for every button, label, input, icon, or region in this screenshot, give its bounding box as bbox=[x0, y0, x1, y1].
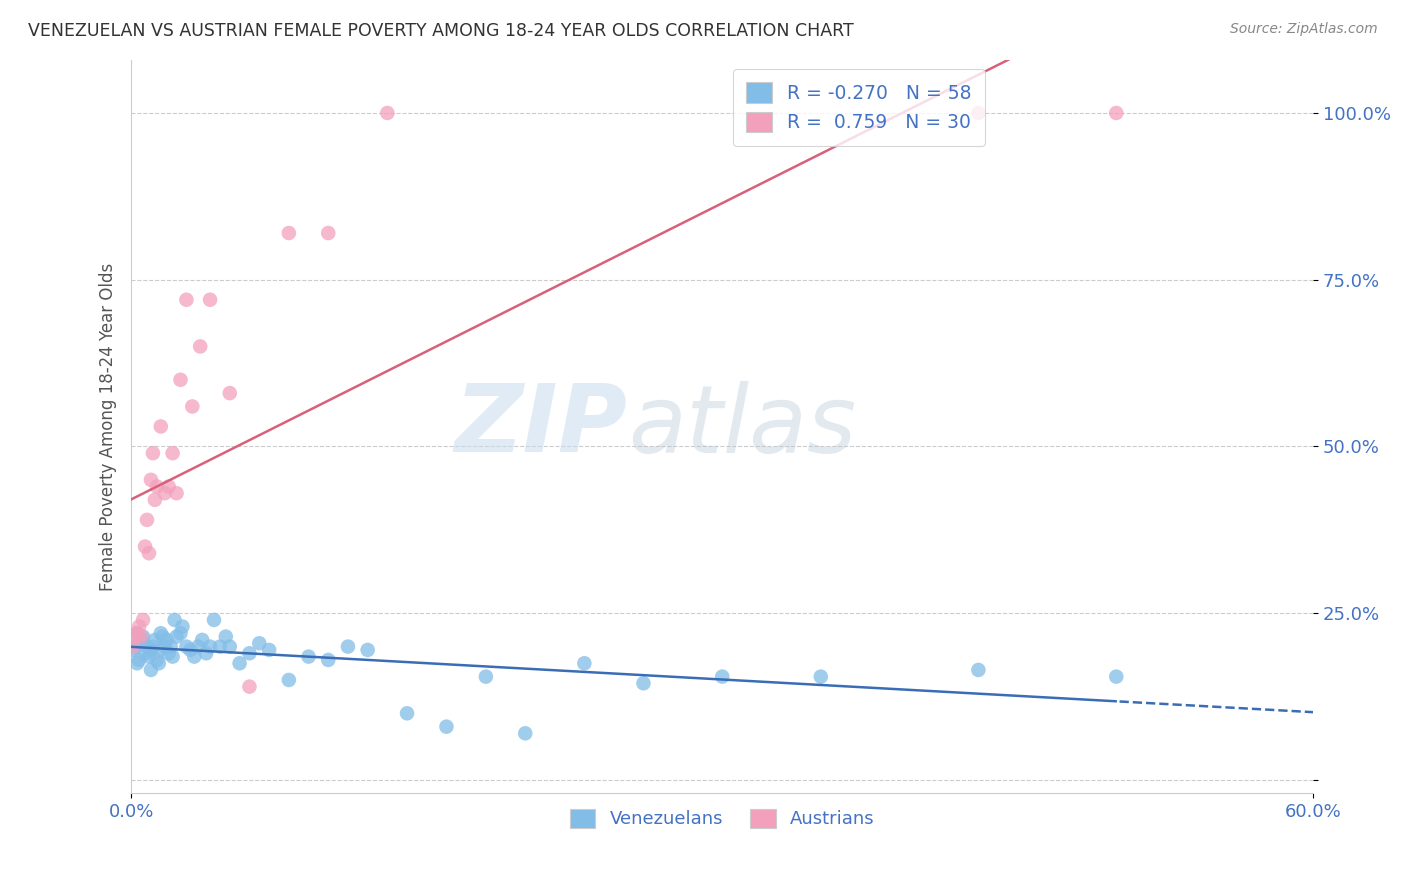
Point bbox=[711, 670, 734, 684]
Point bbox=[138, 649, 160, 664]
Point bbox=[139, 663, 162, 677]
Point bbox=[377, 106, 399, 120]
Point bbox=[124, 630, 146, 644]
Point bbox=[153, 640, 176, 654]
Point bbox=[810, 670, 832, 684]
Point bbox=[176, 640, 198, 654]
Text: Source: ZipAtlas.com: Source: ZipAtlas.com bbox=[1230, 22, 1378, 37]
Point bbox=[136, 640, 159, 654]
Point bbox=[153, 486, 176, 500]
Point bbox=[198, 640, 221, 654]
Point bbox=[176, 293, 198, 307]
Point bbox=[169, 626, 191, 640]
Point bbox=[191, 632, 214, 647]
Point bbox=[149, 419, 172, 434]
Point bbox=[1105, 670, 1128, 684]
Point bbox=[198, 293, 221, 307]
Point bbox=[166, 486, 188, 500]
Text: ZIP: ZIP bbox=[454, 381, 627, 473]
Point bbox=[166, 630, 188, 644]
Point bbox=[202, 613, 225, 627]
Point bbox=[139, 643, 162, 657]
Point bbox=[172, 619, 194, 633]
Point bbox=[574, 657, 596, 671]
Point bbox=[128, 653, 150, 667]
Point bbox=[257, 643, 280, 657]
Y-axis label: Female Poverty Among 18-24 Year Olds: Female Poverty Among 18-24 Year Olds bbox=[100, 262, 117, 591]
Text: VENEZUELAN VS AUSTRIAN FEMALE POVERTY AMONG 18-24 YEAR OLDS CORRELATION CHART: VENEZUELAN VS AUSTRIAN FEMALE POVERTY AM… bbox=[28, 22, 853, 40]
Point bbox=[127, 657, 149, 671]
Point bbox=[134, 540, 156, 554]
Point bbox=[142, 446, 165, 460]
Point bbox=[188, 339, 211, 353]
Point bbox=[475, 670, 498, 684]
Point bbox=[127, 626, 149, 640]
Point bbox=[316, 653, 339, 667]
Point bbox=[163, 613, 186, 627]
Point bbox=[187, 640, 209, 654]
Point bbox=[143, 632, 166, 647]
Point bbox=[132, 613, 155, 627]
Point bbox=[277, 226, 299, 240]
Point bbox=[149, 643, 172, 657]
Point bbox=[436, 720, 458, 734]
Point bbox=[316, 226, 339, 240]
Point bbox=[149, 626, 172, 640]
Point bbox=[127, 626, 149, 640]
Point bbox=[146, 653, 169, 667]
Point bbox=[162, 446, 184, 460]
Point bbox=[228, 657, 250, 671]
Point bbox=[134, 646, 156, 660]
Point bbox=[195, 646, 218, 660]
Point bbox=[967, 106, 990, 120]
Point bbox=[183, 649, 205, 664]
Point bbox=[238, 646, 260, 660]
Point bbox=[122, 640, 145, 654]
Point bbox=[396, 706, 419, 721]
Point bbox=[967, 663, 990, 677]
Point bbox=[1105, 106, 1128, 120]
Point bbox=[218, 640, 240, 654]
Point bbox=[148, 657, 170, 671]
Point bbox=[142, 640, 165, 654]
Point bbox=[122, 643, 145, 657]
Point bbox=[297, 649, 319, 664]
Point bbox=[129, 630, 152, 644]
Point bbox=[156, 632, 179, 647]
Point bbox=[138, 546, 160, 560]
Point bbox=[169, 373, 191, 387]
Legend: Venezuelans, Austrians: Venezuelans, Austrians bbox=[562, 801, 882, 836]
Point bbox=[356, 643, 378, 657]
Point bbox=[139, 473, 162, 487]
Point bbox=[157, 479, 180, 493]
Point bbox=[159, 640, 181, 654]
Point bbox=[247, 636, 270, 650]
Point bbox=[277, 673, 299, 687]
Point bbox=[136, 513, 159, 527]
Point bbox=[215, 630, 238, 644]
Point bbox=[146, 479, 169, 493]
Point bbox=[633, 676, 655, 690]
Point bbox=[179, 643, 201, 657]
Point bbox=[181, 400, 204, 414]
Point bbox=[152, 630, 174, 644]
Point bbox=[336, 640, 359, 654]
Point bbox=[238, 680, 260, 694]
Point bbox=[218, 386, 240, 401]
Text: atlas: atlas bbox=[627, 381, 856, 472]
Point bbox=[129, 632, 152, 647]
Point bbox=[132, 630, 155, 644]
Point bbox=[162, 649, 184, 664]
Point bbox=[208, 640, 231, 654]
Point bbox=[157, 646, 180, 660]
Point bbox=[143, 492, 166, 507]
Point bbox=[128, 619, 150, 633]
Point bbox=[515, 726, 537, 740]
Point bbox=[124, 640, 146, 654]
